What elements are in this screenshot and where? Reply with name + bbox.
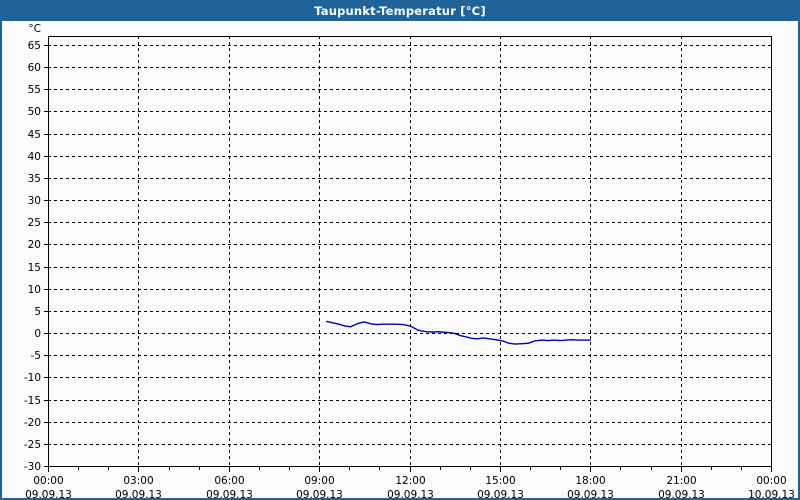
y-tick-label: 5 [34,306,41,318]
x-tick-date-label: 09.09.13 [296,489,343,498]
x-tick-time-label: 21:00 [666,475,696,487]
data-series [325,320,591,345]
x-tick-time-label: 00:00 [756,475,786,487]
y-tick-label: 10 [28,284,41,296]
y-tick-label: 40 [28,151,41,163]
y-tick-label: 55 [28,84,41,96]
x-tick-time-label: 03:00 [123,475,153,487]
x-tick-time-label: 09:00 [304,475,334,487]
x-tick-date-label: 09.09.13 [25,489,72,498]
y-tick-label: 50 [28,106,41,118]
y-tick-label: -10 [24,372,41,384]
x-tick-date-label: 09.09.13 [658,489,705,498]
plot-frame [48,36,772,467]
y-tick-label: 65 [28,40,41,52]
y-axis-tick-labels: 65605550454035302520151050-5-10-15-20-25… [24,40,41,473]
y-tick-label: 25 [28,217,41,229]
window-title-bar: Taupunkt-Temperatur [°C] [2,2,798,21]
y-tick-label: 45 [28,129,41,141]
x-tick-time-label: 18:00 [575,475,605,487]
x-tick-date-label: 09.09.13 [115,489,162,498]
x-tick-date-label: 09.09.13 [387,489,434,498]
x-tick-date-label: 10.09.13 [748,489,795,498]
y-tick-label: -25 [24,439,41,451]
y-tick-label: -5 [31,350,41,362]
line-chart: 65605550454035302520151050-5-10-15-20-25… [24,23,795,498]
y-tick-label: -15 [24,395,41,407]
y-tick-label: 60 [28,62,41,74]
x-tick-time-label: 06:00 [214,475,244,487]
x-tick-date-label: 09.09.13 [567,489,614,498]
x-tick-date-label: 09.09.13 [206,489,253,498]
y-axis-ticks [44,45,48,467]
x-tick-date-label: 09.09.13 [477,489,524,498]
y-tick-label: 0 [34,328,41,340]
chart-plot-area: 65 60 55 50 45 40 35 30 25 20 15 10 5 0 -5 -10 -15 -20 -25… [2,21,798,498]
y-tick-label: -30 [24,461,41,473]
y-tick-label: 35 [28,173,41,185]
y-tick-label: 30 [28,195,41,207]
y-tick-label: 15 [28,262,41,274]
vertical-gridlines [138,36,682,466]
x-axis-tick-labels: 00:00 09.09.13 03:00 09.09.13 06:00 09.09.13 0… [25,475,795,498]
x-tick-time-label: 12:00 [395,475,425,487]
y-tick-label: -20 [24,417,41,429]
series-line [325,320,591,345]
horizontal-gridlines [48,45,771,445]
x-tick-time-label: 00:00 [33,475,63,487]
y-axis-unit-label: °C [28,23,41,35]
y-tick-label: 20 [28,239,41,251]
x-tick-time-label: 15:00 [485,475,515,487]
